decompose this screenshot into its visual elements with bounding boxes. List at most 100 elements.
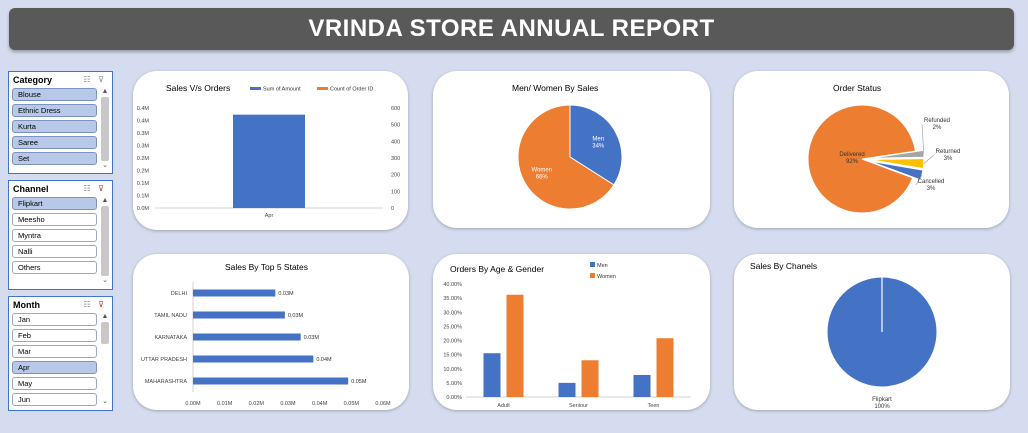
pie-label-delivered: Delivered (839, 152, 864, 158)
pie-value-cancelled: 3% (927, 186, 936, 192)
slicer-item-apr[interactable]: Apr (12, 361, 97, 374)
multi-select-icon[interactable]: ☷ (83, 75, 91, 84)
bar-maharashtra (193, 377, 349, 385)
slicer-item-ethnic-dress[interactable]: Ethnic Dress (12, 104, 97, 117)
leader-line (923, 154, 935, 164)
channel-slicer-title: Channel (13, 183, 49, 194)
category-slicer-title: Category (13, 74, 53, 85)
legend-swatch-men (590, 262, 595, 267)
data-label: 0.03M (304, 335, 320, 341)
bar-men-adult (483, 353, 501, 397)
order-status-card: Order Status Delivered 92% Refunded 2% Retur… (734, 71, 1009, 228)
y-right-tick-label: 600 (391, 106, 400, 112)
slicer-item-flipkart[interactable]: Flipkart (12, 197, 97, 210)
x-tick-label: Apr (265, 213, 274, 219)
x-tick-label: 0.04M (312, 401, 328, 407)
slicer-item-blouse[interactable]: Blouse (12, 88, 97, 101)
slicer-item-nalli[interactable]: Nalli (12, 245, 97, 258)
age-gender-card: Orders By Age & Gender 0.00% 5.00% 10.00% 1… (433, 254, 710, 410)
multi-select-icon[interactable]: ☷ (83, 300, 91, 309)
sales-vs-orders-card: Sales V/s Orders 0.0M 0.1M 0.1M 0.2M 0.2M 0.3… (133, 71, 408, 230)
slicer-item-saree[interactable]: Saree (12, 136, 97, 149)
scroll-down-icon[interactable]: ⌄ (102, 277, 108, 284)
slicer-item-jan[interactable]: Jan (12, 313, 97, 326)
legend-label-sum-of-amount: Sum of Amount (263, 87, 301, 93)
y-left-tick-label: 0.2M (137, 156, 150, 162)
channel-scrollbar[interactable]: ▲ ⌄ (100, 197, 110, 287)
y-tick-label: TAMIL NADU (154, 313, 187, 319)
top-states-chart: DELHI 0.03M TAMIL NADU 0.03M KARNATAKA 0.03M U… (141, 282, 391, 407)
month-slicer-title: Month (13, 299, 40, 310)
bar-women-teen (656, 338, 674, 397)
scroll-thumb[interactable] (101, 322, 109, 344)
pie-label-flipkart: Flipkart (872, 397, 892, 403)
slicer-item-feb[interactable]: Feb (12, 329, 97, 342)
men-women-sales-card: Men/ Women By Sales Men 34% Women 66% (433, 71, 710, 228)
month-scrollbar[interactable]: ▲ ⌄ (100, 313, 110, 408)
channel-slicer[interactable]: Channel ☷ ⊽ Flipkart Meesho Myntra Nalli Oth… (8, 180, 113, 290)
y-tick-label: 5.00% (446, 381, 462, 387)
x-tick-label: Teen (648, 403, 660, 409)
x-tick-label: 0.00M (185, 401, 201, 407)
sales-vs-orders-chart: 0.0M 0.1M 0.1M 0.2M 0.2M 0.3M 0.3M 0.4M 0.4M 0 100… (137, 87, 400, 220)
order-status-chart: Delivered92%Refunded2%Returned3%Cancelle… (807, 104, 961, 214)
x-tick-label: 0.02M (249, 401, 265, 407)
slicer-item-kurta[interactable]: Kurta (12, 120, 97, 133)
bar-delhi (193, 289, 276, 297)
pie-value-delivered: 92% (846, 159, 859, 165)
y-tick-label: 15.00% (443, 353, 462, 359)
clear-filter-icon[interactable]: ⊽ (98, 75, 104, 84)
pie-value-women: 66% (536, 175, 549, 181)
slicer-item-set[interactable]: Set (12, 152, 97, 165)
clear-filter-icon[interactable]: ⊽ (98, 184, 104, 193)
scroll-up-icon[interactable]: ▲ (101, 88, 109, 95)
bar-women-adult (506, 294, 524, 397)
category-scrollbar[interactable]: ▲ ⌄ (100, 88, 110, 171)
order-status-title: Order Status (833, 83, 882, 93)
slicer-item-myntra[interactable]: Myntra (12, 229, 97, 242)
legend-swatch-count-of-order-id (317, 87, 328, 90)
age-gender-chart: 0.00% 5.00% 10.00% 15.00% 20.00% 25.00% 30.00%… (443, 262, 691, 409)
pie-label-women: Women (531, 168, 552, 174)
scroll-down-icon[interactable]: ⌄ (102, 162, 108, 169)
multi-select-icon[interactable]: ☷ (83, 184, 91, 193)
pie-slice-cancelled (869, 160, 924, 181)
scroll-down-icon[interactable]: ⌄ (102, 398, 108, 405)
y-left-tick-label: 0.1M (137, 181, 150, 187)
y-left-tick-label: 0.0M (137, 206, 150, 212)
category-slicer[interactable]: Category ☷ ⊽ Blouse Ethnic Dress Kurta Sare… (8, 71, 113, 174)
x-tick-label: 0.03M (280, 401, 296, 407)
slicer-item-others[interactable]: Others (12, 261, 97, 274)
y-right-tick-label: 0 (391, 206, 394, 212)
scroll-up-icon[interactable]: ▲ (101, 313, 109, 320)
y-left-tick-label: 0.2M (137, 169, 150, 175)
slicer-item-may[interactable]: May (12, 377, 97, 390)
slicer-item-meesho[interactable]: Meesho (12, 213, 97, 226)
legend-label-women: Women (597, 274, 616, 280)
y-tick-label: 20.00% (443, 339, 462, 345)
y-right-tick-label: 500 (391, 123, 400, 129)
y-tick-label: MAHARASHTRA (145, 379, 188, 385)
y-tick-label: 10.00% (443, 367, 462, 373)
pie-value-refunded: 2% (933, 125, 942, 131)
sales-by-channels-title: Sales By Chanels (750, 261, 818, 271)
scroll-thumb[interactable] (101, 97, 109, 161)
pie-label-returned: Returned (936, 149, 961, 155)
data-label: 0.03M (288, 313, 304, 319)
scroll-thumb[interactable] (101, 206, 109, 276)
y-left-tick-label: 0.3M (137, 144, 150, 150)
scroll-up-icon[interactable]: ▲ (101, 197, 109, 204)
month-slicer[interactable]: Month ☷ ⊽ Jan Feb Mar Apr May Jun ▲ ⌄ (8, 296, 113, 411)
age-gender-title: Orders By Age & Gender (450, 264, 545, 274)
x-tick-label: 0.01M (217, 401, 233, 407)
clear-filter-icon[interactable]: ⊽ (98, 300, 104, 309)
y-right-tick-label: 400 (391, 139, 400, 145)
data-label: 0.04M (316, 357, 332, 363)
x-tick-label: 0.05M (344, 401, 360, 407)
top-states-card: Sales By Top 5 States DELHI 0.03M TAMIL NA… (133, 254, 409, 410)
slicer-item-jun[interactable]: Jun (12, 393, 97, 406)
top-states-title: Sales By Top 5 States (225, 262, 309, 272)
y-tick-label: DELHI (171, 291, 188, 297)
y-tick-label: 35.00% (443, 296, 462, 302)
slicer-item-mar[interactable]: Mar (12, 345, 97, 358)
